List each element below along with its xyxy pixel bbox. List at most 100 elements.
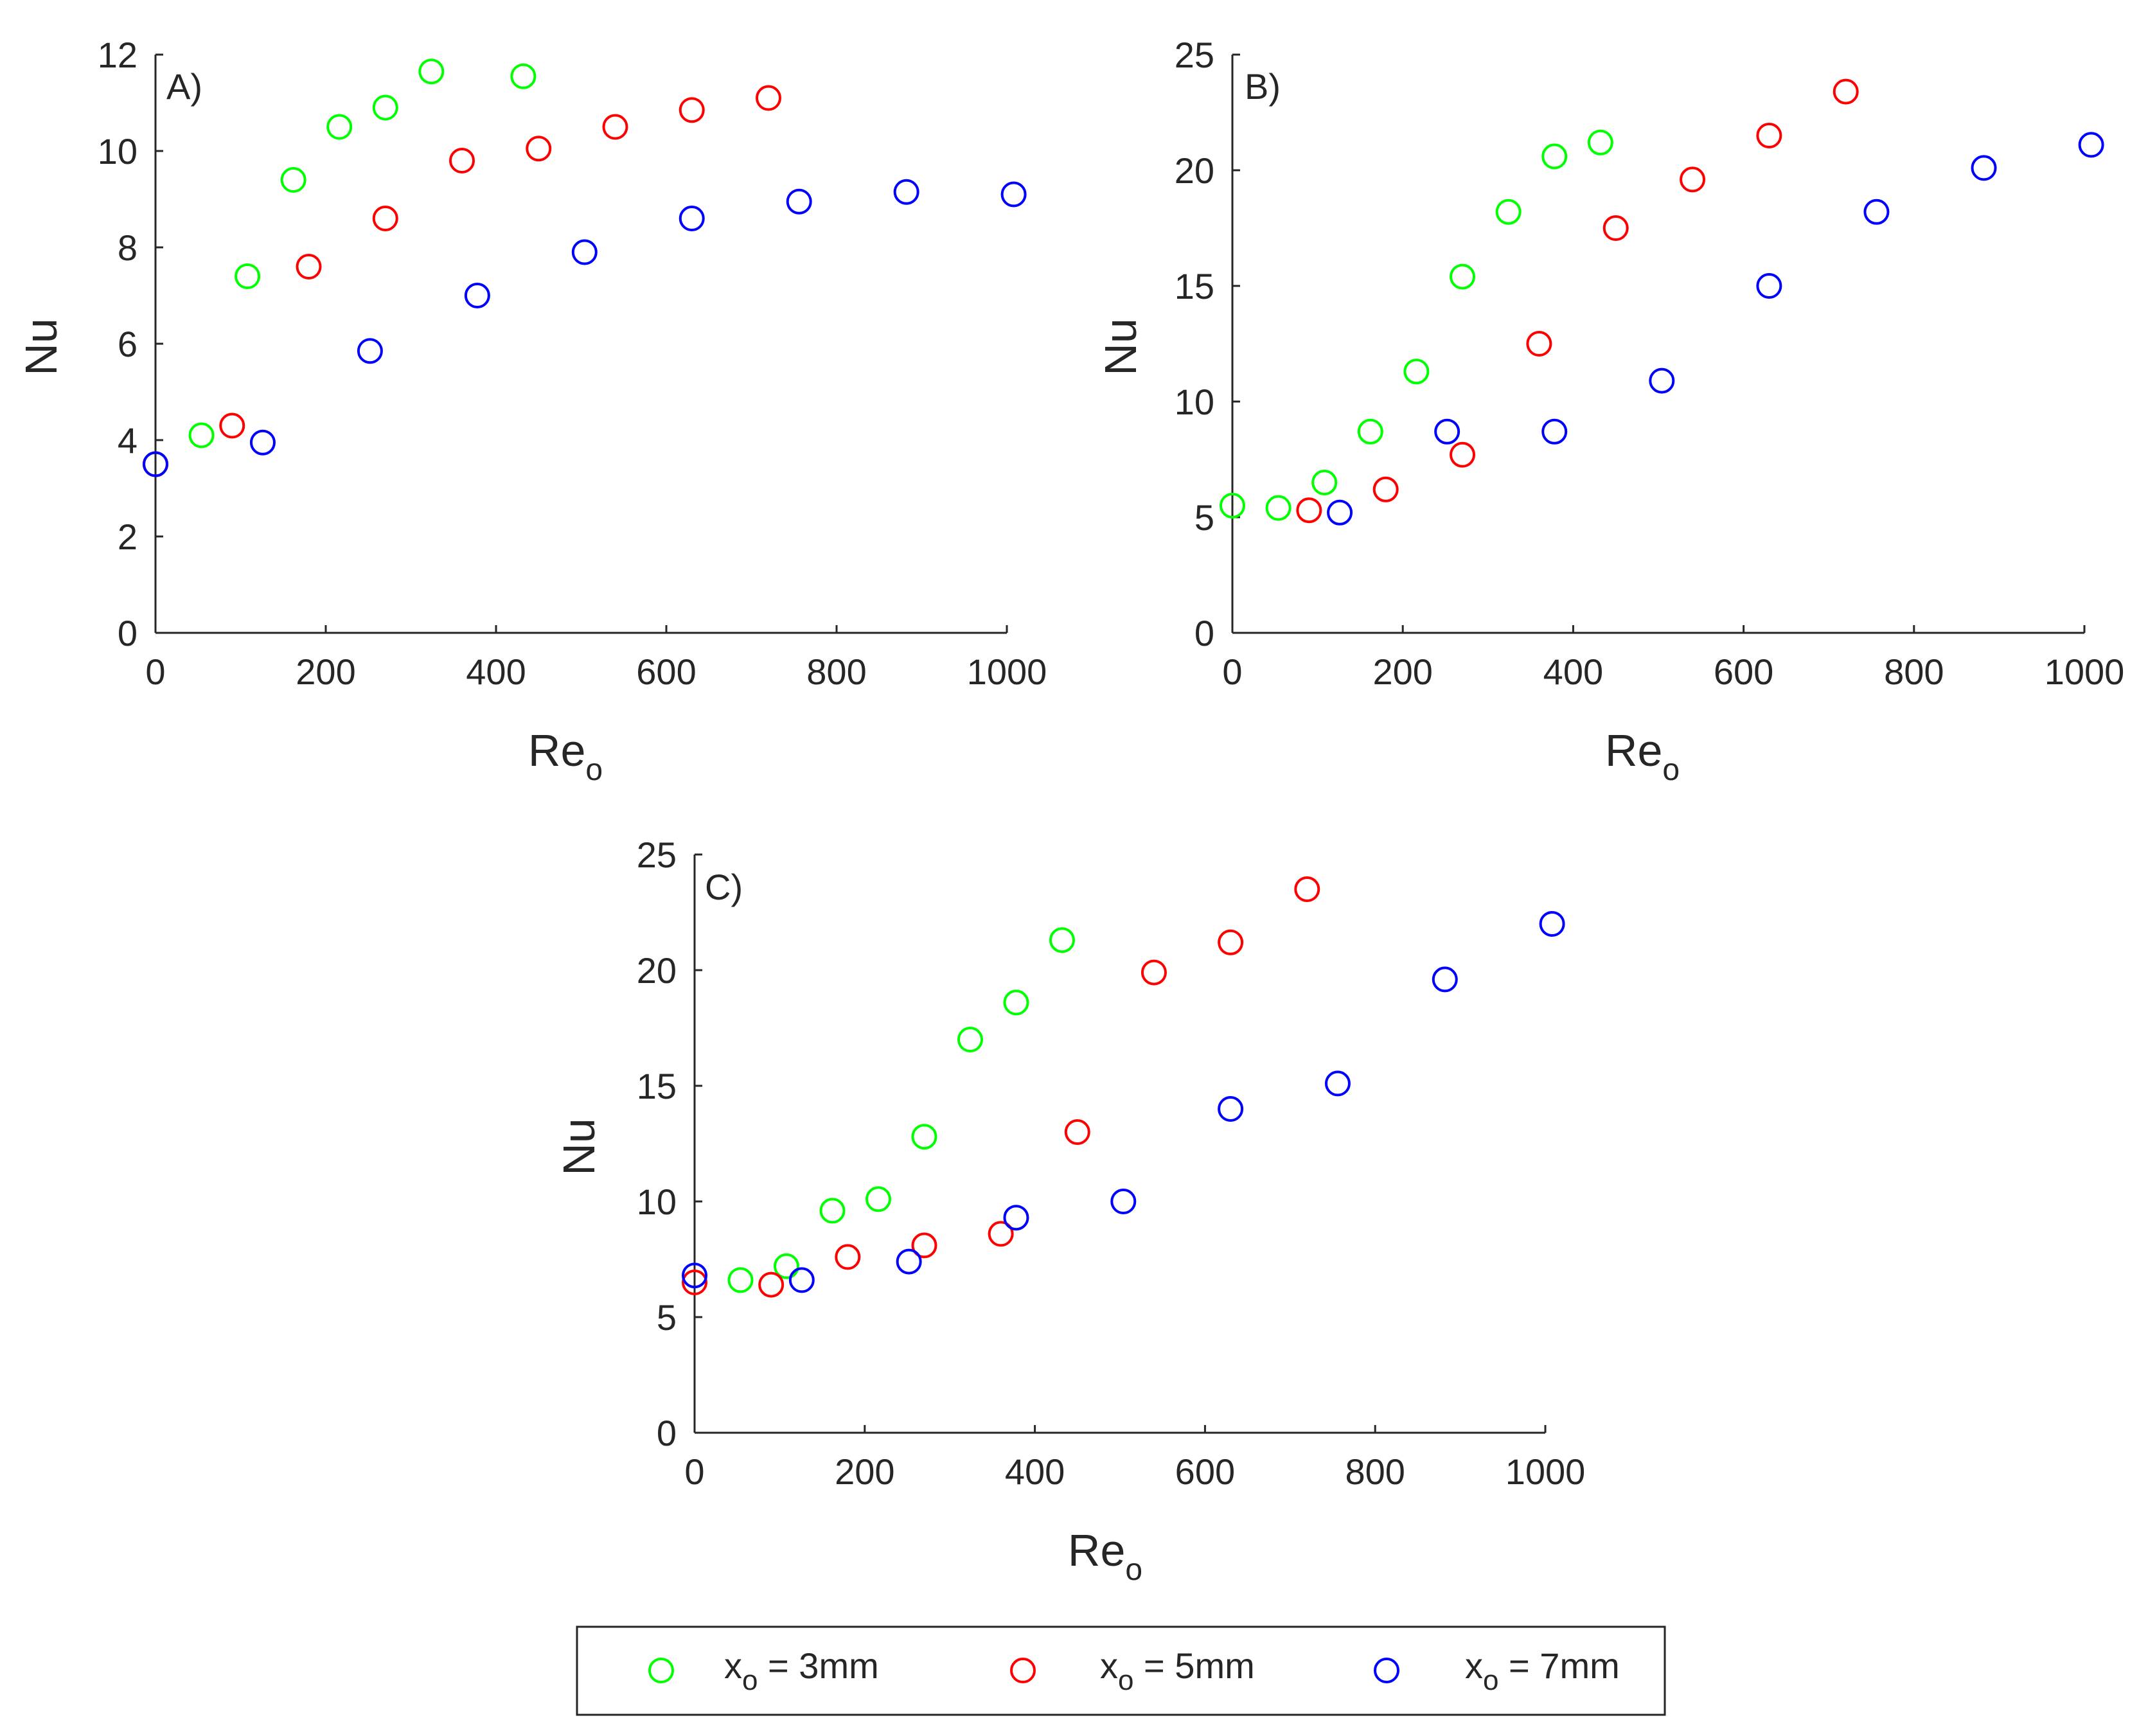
- panel-b-y-tick-label: 20: [1175, 150, 1214, 191]
- panel-b-x-tick-label: 200: [1372, 651, 1432, 692]
- panel-c-y-tick-label: 25: [637, 835, 677, 875]
- panel-c-x-tick-label: 400: [1005, 1451, 1065, 1492]
- panel-c-point-series-2: [1064, 1119, 1090, 1145]
- panel-c-point-series-1: [819, 1198, 846, 1224]
- panel-c-point-series-3: [682, 1262, 707, 1289]
- panel-a-point-series-1: [235, 263, 261, 289]
- panel-c-y-tick-label: 20: [637, 950, 677, 991]
- panel-b-point-series-3: [1541, 418, 1568, 445]
- panel-a-point-series-1: [510, 63, 537, 89]
- panel-c-point-series-2: [682, 1270, 707, 1295]
- panel-c-point-series-3: [896, 1248, 922, 1275]
- panel-a-point-series-3: [464, 283, 490, 308]
- panel-b-xlabel: Reo: [1605, 725, 1680, 787]
- panel-b-label: B): [1245, 66, 1281, 107]
- panel-b-point-series-1: [1450, 263, 1476, 290]
- panel-a-point-series-1: [372, 94, 398, 121]
- panel-a-point-series-2: [526, 136, 552, 162]
- panel-a-x-tick-label: 600: [636, 651, 696, 692]
- panel-a-point-series-3: [893, 179, 919, 205]
- panel-a-point-series-2: [219, 412, 245, 439]
- panel-c-point-series-3: [1324, 1070, 1351, 1097]
- panel-c-point-series-1: [957, 1027, 983, 1052]
- panel-b-y-tick-label: 15: [1175, 266, 1214, 306]
- panel-a-y-tick-label: 10: [98, 131, 138, 172]
- panel-a-xlabel-main: Re: [528, 725, 585, 775]
- legend-marker-7mm: [1374, 1658, 1399, 1683]
- panel-a-point-series-1: [188, 422, 215, 448]
- panel-b-point-series-2: [1833, 78, 1859, 105]
- panel-c-y-tick-label: 15: [637, 1066, 677, 1106]
- panel-b-x-tick-label: 400: [1543, 651, 1603, 692]
- panel-b-point-series-1: [1357, 418, 1383, 445]
- panel-b-point-series-2: [1602, 215, 1629, 241]
- panel-c-point-series-3: [1432, 966, 1458, 993]
- panel-a-x-tick-label: 0: [145, 651, 165, 692]
- panel-b-y-tick-label: 5: [1194, 497, 1214, 538]
- panel-c-point-series-2: [988, 1221, 1014, 1247]
- plot-area-b: 0 200 400 600 800 1000 0 5 10 15 20 25: [1175, 35, 2125, 692]
- panel-a-point-series-2: [679, 97, 705, 123]
- panel-a-y-tick-label: 6: [118, 324, 138, 364]
- panel-c-point-series-1: [911, 1124, 937, 1150]
- panel-a-point-series-2: [756, 85, 781, 111]
- panel-c-point-series-1: [1049, 927, 1075, 953]
- panel-b: 0 200 400 600 800 1000 0 5 10 15 20 25 B) Nu Reo: [1096, 35, 2124, 787]
- panel-a: 0 200 400 600 800 1000 0 2 4 6 8 10 12 A) Nu Reo: [16, 35, 1047, 787]
- panel-b-point-series-3: [1434, 418, 1460, 445]
- panel-a-point-series-2: [296, 254, 322, 279]
- panel-a-point-series-1: [280, 167, 306, 193]
- panel-b-point-series-2: [1680, 166, 1706, 193]
- legend-label-5mm-sub: o: [1118, 1665, 1133, 1696]
- panel-b-y-tick-label: 0: [1194, 613, 1214, 653]
- panel-b-point-series-3: [1863, 199, 1890, 225]
- panel-a-point-series-2: [602, 114, 628, 140]
- panel-b-point-series-2: [1450, 441, 1476, 468]
- legend-label-7mm-value: = 7mm: [1498, 1645, 1619, 1686]
- legend-marker-3mm: [648, 1658, 674, 1683]
- legend-label-3mm-value: = 3mm: [758, 1645, 878, 1686]
- panel-c-x-tick-label: 200: [835, 1451, 894, 1492]
- panel-c-xlabel-main: Re: [1068, 1525, 1125, 1575]
- panel-b-point-series-3: [1756, 273, 1782, 299]
- legend-label-7mm-sub: o: [1483, 1665, 1498, 1696]
- panel-b-x-tick-label: 600: [1714, 651, 1773, 692]
- panel-b-point-series-1: [1495, 199, 1522, 225]
- legend-label-5mm-value: = 5mm: [1133, 1645, 1254, 1686]
- panel-a-xlabel-sub: o: [585, 753, 603, 787]
- panel-b-point-series-1: [1311, 470, 1338, 495]
- plot-area-c: 0 200 400 600 800 1000 0 5 10 15 20 25: [637, 835, 1586, 1492]
- panel-b-x-tick-label: 0: [1222, 651, 1242, 692]
- panel-a-y-tick-label: 4: [118, 420, 138, 461]
- panel-b-point-series-1: [1587, 129, 1613, 155]
- panel-a-x-tick-label: 800: [806, 651, 866, 692]
- panel-a-point-series-3: [249, 429, 276, 456]
- panel-a-xlabel: Reo: [528, 725, 603, 787]
- panel-a-y-tick-label: 2: [118, 517, 138, 557]
- legend-label-7mm: xo = 7mm: [1465, 1645, 1620, 1696]
- panel-c-x-tick-label: 800: [1345, 1451, 1405, 1492]
- panel-c-point-series-2: [1141, 959, 1167, 986]
- panel-a-point-series-3: [786, 188, 812, 215]
- panel-a-point-series-2: [449, 148, 475, 173]
- panel-c-xlabel: Reo: [1068, 1525, 1142, 1587]
- panel-a-point-series-2: [372, 206, 398, 231]
- panel-c-point-series-2: [911, 1232, 937, 1259]
- panel-b-point-series-1: [1541, 143, 1568, 170]
- panel-a-point-series-3: [357, 338, 383, 364]
- legend-label-3mm: xo = 3mm: [724, 1645, 879, 1696]
- legend-label-5mm-x: x: [1100, 1645, 1118, 1686]
- panel-b-xlabel-sub: o: [1662, 753, 1680, 787]
- panel-b-point-series-3: [1971, 155, 1997, 181]
- panel-c-label: C): [705, 867, 743, 907]
- panel-c-point-series-1: [1003, 989, 1029, 1016]
- panel-b-point-series-1: [1265, 495, 1291, 521]
- legend-label-3mm-sub: o: [742, 1665, 758, 1696]
- panel-a-point-series-3: [679, 206, 705, 231]
- panel-b-point-series-1: [1403, 359, 1430, 385]
- panel-c-y-tick-label: 10: [637, 1182, 677, 1222]
- panel-c-point-series-1: [727, 1267, 754, 1293]
- panel-b-ylabel: Nu: [1096, 318, 1146, 375]
- legend-label-7mm-x: x: [1465, 1645, 1483, 1686]
- panel-c-ylabel: Nu: [554, 1118, 604, 1175]
